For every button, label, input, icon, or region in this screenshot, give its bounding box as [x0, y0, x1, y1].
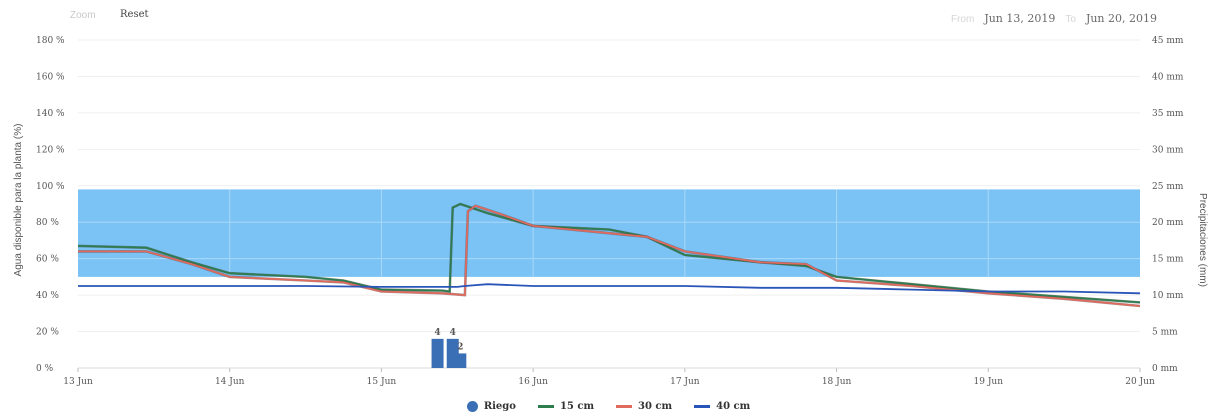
y2-axis-title: Precipitaciones (mm)	[1197, 193, 1208, 287]
x-tick-label: 19 Jun	[974, 377, 1004, 387]
y-tick-label: 140 %	[36, 109, 65, 119]
series-15cm-line	[77, 203, 1141, 304]
x-tick-label: 16 Jun	[518, 377, 548, 387]
y-tick-label: 80 %	[36, 218, 59, 228]
y2-tick-label: 15 mm	[1152, 255, 1184, 265]
riego-bar-label: 4	[434, 328, 440, 338]
y2-tick-label: 35 mm	[1152, 109, 1184, 119]
y-tick-layer: 0 % 20 % 40 % 60 % 80 % 100 % 120 % 140 % 160 % 1…	[36, 36, 65, 374]
y-tick-label: 40 %	[36, 291, 59, 301]
y-tick-label: 20 %	[36, 328, 59, 338]
riego-bar-label: 4	[450, 328, 456, 338]
y-tick-label: 100 %	[36, 182, 65, 192]
chart-legend: Riego 15 cm 30 cm 40 cm	[0, 401, 1217, 412]
series-layer	[77, 202, 1141, 308]
legend-15cm-marker	[537, 405, 554, 408]
from-label: From	[950, 14, 975, 25]
to-date[interactable]: Jun 20, 2019	[1085, 12, 1157, 25]
legend-40cm-marker	[694, 405, 711, 408]
x-tick-label: 14 Jun	[215, 377, 245, 387]
chart-toolbar: Zoom Reset From Jun 13, 2019 To Jun 20, …	[0, 0, 1217, 30]
x-tick-label: 17 Jun	[670, 377, 700, 387]
x-tick-label: 20 Jun	[1125, 377, 1155, 387]
y2-tick-layer: 0 mm 5 mm 10 mm 15 mm 20 mm 25 mm 30 mm 35 mm 40…	[1152, 36, 1184, 374]
to-label: To	[1065, 14, 1076, 25]
series-30cm-line	[78, 204, 1141, 307]
date-range: From Jun 13, 2019 To Jun 20, 2019	[951, 12, 1157, 25]
riego-bar-label: 2	[457, 342, 463, 352]
y2-tick-label: 45 mm	[1152, 36, 1184, 46]
y2-tick-label: 20 mm	[1152, 218, 1184, 228]
series-40cm-line	[78, 283, 1141, 295]
legend-riego-marker	[466, 401, 478, 412]
y2-tick-label: 40 mm	[1152, 72, 1184, 82]
y2-tick-label: 25 mm	[1152, 182, 1184, 192]
legend-riego-label: Riego	[483, 401, 516, 412]
y-tick-label: 160 %	[36, 72, 65, 82]
legend-30cm-marker	[616, 405, 633, 408]
legend-15cm-label: 15 cm	[559, 401, 595, 412]
zoom-label: Zoom	[70, 10, 96, 21]
reset-zoom-button[interactable]: Reset	[120, 9, 149, 20]
x-tick-label: 13 Jun	[63, 377, 93, 387]
y2-tick-label: 30 mm	[1152, 145, 1184, 155]
y2-tick-label: 10 mm	[1152, 291, 1184, 301]
y-tick-label: 0 %	[36, 364, 54, 374]
legend-item-30cm[interactable]: 30 cm	[616, 401, 672, 412]
riego-bar	[431, 338, 444, 368]
from-date[interactable]: Jun 13, 2019	[984, 12, 1056, 25]
riego-layer: 4 42	[431, 328, 467, 368]
riego-bar	[454, 353, 467, 368]
y2-tick-label: 5 mm	[1152, 328, 1178, 338]
y-tick-label: 120 %	[36, 145, 65, 155]
y2-tick-label: 0 mm	[1152, 364, 1178, 374]
y-tick-label: 180 %	[36, 36, 65, 46]
legend-40cm-label: 40 cm	[716, 401, 751, 412]
x-tick-label: 15 Jun	[367, 377, 397, 387]
y-axis-title: Agua disponible para la planta (%)	[13, 124, 24, 277]
legend-item-15cm[interactable]: 15 cm	[537, 401, 595, 412]
water-chart: 0 % 20 % 40 % 60 % 80 % 100 % 120 % 140 % 160 % 1…	[13, 36, 1208, 387]
legend-item-40cm[interactable]: 40 cm	[694, 401, 750, 412]
legend-30cm-label: 30 cm	[638, 401, 673, 412]
legend-item-riego[interactable]: Riego	[466, 401, 516, 412]
x-tick-label: 18 Jun	[822, 377, 852, 387]
y-tick-label: 60 %	[36, 255, 59, 265]
x-tick-layer: 13 Jun 14 Jun 15 Jun 16 Jun 17 Jun 18 Jun 19 J…	[63, 367, 1155, 387]
